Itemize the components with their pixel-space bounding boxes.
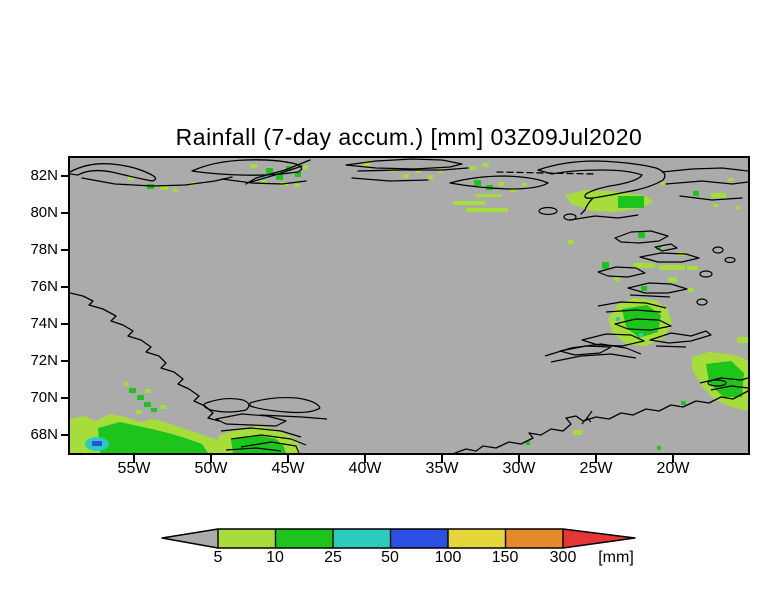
coastline-north-island	[191, 159, 303, 176]
coastlines	[70, 158, 748, 453]
x-axis-label: 35W	[425, 460, 459, 477]
rain-speckles-west-coast	[123, 382, 166, 414]
x-axis-label: 45W	[271, 460, 305, 477]
coastline-southeast	[454, 390, 748, 453]
colorbar	[161, 528, 636, 549]
y-axis-label: 82N	[30, 167, 58, 184]
colorbar-seg-100-150	[448, 529, 506, 548]
coastline-dashed-channel	[496, 171, 596, 175]
rain-pixel-green	[681, 401, 686, 405]
coastline-north-central	[345, 158, 463, 170]
rain-pixel-cyan	[616, 317, 620, 321]
colorbar-unit-label: [mm]	[598, 549, 634, 566]
x-axis-label: 30W	[502, 460, 536, 477]
y-tick-72n	[61, 360, 70, 362]
x-tick-30w	[518, 455, 520, 463]
colorbar-seg-50-100	[390, 529, 448, 548]
coastline-north-west	[70, 163, 157, 182]
colorbar-level-label: 25	[324, 549, 342, 566]
x-axis-label: 25W	[579, 460, 613, 477]
x-tick-50w	[210, 455, 212, 463]
map-plot-area	[68, 156, 750, 455]
map-canvas	[70, 158, 748, 453]
y-tick-80n	[61, 212, 70, 214]
x-tick-25w	[595, 455, 597, 463]
y-tick-70n	[61, 397, 70, 399]
rain-area-southwest-blue	[92, 441, 102, 446]
coastline-west	[70, 292, 220, 422]
x-tick-55w	[133, 455, 135, 463]
colorbar-seg-5-10	[218, 529, 276, 548]
x-tick-20w	[672, 455, 674, 463]
rain-area-northeast-core	[618, 196, 644, 208]
y-axis-label: 68N	[30, 426, 58, 443]
y-axis-label: 78N	[30, 241, 58, 258]
y-tick-78n	[61, 249, 70, 251]
rain-pixel-cyan	[639, 333, 643, 337]
y-axis-label: 80N	[30, 204, 58, 221]
y-tick-76n	[61, 286, 70, 288]
y-axis-label: 72N	[30, 352, 58, 369]
coastline-east-fjords	[544, 230, 736, 363]
y-axis-label: 70N	[30, 389, 58, 406]
colorbar-level-label: 50	[381, 549, 399, 566]
colorbar-level-label: 100	[434, 549, 462, 566]
coastline-north-lens	[449, 175, 549, 190]
coastline-southwest-islands	[215, 413, 307, 453]
colorbar-outline	[161, 528, 636, 549]
colorbar-level-label: 300	[549, 549, 577, 566]
y-tick-74n	[61, 323, 70, 325]
x-tick-35w	[441, 455, 443, 463]
y-axis-label: 76N	[30, 278, 58, 295]
rain-pixel-light	[737, 337, 748, 343]
colorbar-below-arrow	[162, 529, 218, 548]
x-axis-label: 20W	[656, 460, 690, 477]
colorbar-level-label: 10	[266, 549, 284, 566]
colorbar-seg-10-25	[275, 529, 333, 548]
x-axis-label: 50W	[194, 460, 228, 477]
y-tick-82n	[61, 175, 70, 177]
colorbar-level-label: 5	[213, 549, 223, 566]
colorbar-level-label: 150	[491, 549, 519, 566]
colorbar-seg-150-300	[505, 529, 563, 548]
coastline-southwest-fjord	[249, 396, 321, 414]
y-tick-68n	[61, 434, 70, 436]
rain-speckles-south	[526, 430, 661, 450]
x-axis-label: 40W	[348, 460, 382, 477]
rain-area-southwest-core	[98, 422, 208, 453]
colorbar-seg-25-50	[333, 529, 391, 548]
x-tick-45w	[287, 455, 289, 463]
x-tick-40w	[364, 455, 366, 463]
y-axis-label: 74N	[30, 315, 58, 332]
x-axis-label: 55W	[117, 460, 151, 477]
rain-speckles-northeast-edge	[660, 178, 741, 209]
colorbar-above-arrow	[563, 529, 635, 548]
chart-title: Rainfall (7-day accum.) [mm] 03Z09Jul202…	[175, 124, 643, 150]
